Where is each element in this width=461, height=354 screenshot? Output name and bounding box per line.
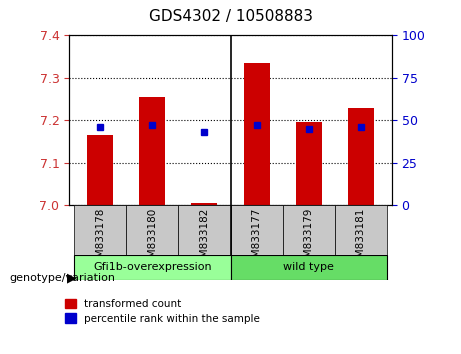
FancyBboxPatch shape — [230, 205, 283, 255]
Text: Gfi1b-overexpression: Gfi1b-overexpression — [93, 262, 212, 272]
Bar — [139, 97, 165, 205]
Bar — [243, 63, 270, 205]
FancyBboxPatch shape — [230, 255, 387, 280]
Text: wild type: wild type — [283, 262, 334, 272]
FancyBboxPatch shape — [283, 205, 335, 255]
FancyBboxPatch shape — [74, 255, 230, 280]
FancyBboxPatch shape — [178, 205, 230, 255]
FancyBboxPatch shape — [126, 205, 178, 255]
Bar — [191, 203, 218, 205]
Text: GSM833177: GSM833177 — [252, 208, 261, 271]
Text: genotype/variation: genotype/variation — [9, 273, 115, 283]
Text: GSM833180: GSM833180 — [148, 208, 157, 271]
FancyBboxPatch shape — [74, 205, 126, 255]
Text: GSM833179: GSM833179 — [304, 208, 313, 271]
Bar — [348, 108, 373, 205]
Legend: transformed count, percentile rank within the sample: transformed count, percentile rank withi… — [65, 299, 260, 324]
Bar — [88, 135, 113, 205]
Text: GSM833182: GSM833182 — [200, 208, 209, 271]
Text: GSM833181: GSM833181 — [355, 208, 366, 271]
Text: GDS4302 / 10508883: GDS4302 / 10508883 — [148, 9, 313, 24]
Text: GSM833178: GSM833178 — [95, 208, 106, 271]
Bar — [296, 122, 322, 205]
Text: ▶: ▶ — [67, 272, 77, 284]
FancyBboxPatch shape — [335, 205, 387, 255]
